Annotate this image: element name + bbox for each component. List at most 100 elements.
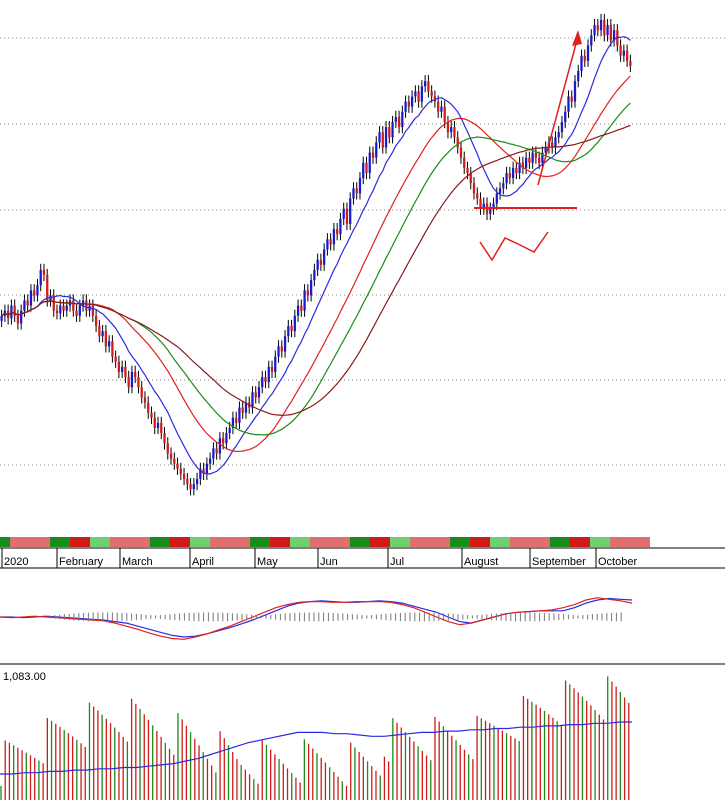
period-strip-segment <box>350 537 370 547</box>
candle <box>573 81 577 102</box>
candle <box>228 428 231 434</box>
candle <box>111 341 114 357</box>
candle <box>586 45 590 61</box>
candle <box>430 91 433 97</box>
candle <box>551 142 554 148</box>
candle <box>606 25 609 36</box>
candle <box>20 310 23 324</box>
volume-moving-average <box>0 721 632 775</box>
candle <box>423 81 427 87</box>
candle <box>596 25 599 31</box>
breakout-arrow <box>537 39 578 186</box>
candle <box>404 101 407 112</box>
candle <box>274 356 277 372</box>
candle <box>417 91 420 102</box>
candle <box>137 377 140 388</box>
candle <box>98 326 101 337</box>
candle <box>375 142 378 158</box>
candle <box>410 96 414 107</box>
candle <box>218 438 222 454</box>
volume-y-tick-label: 1,083.00 <box>3 671 46 683</box>
candle <box>202 468 205 474</box>
period-strip-segment <box>270 537 290 547</box>
candle <box>570 96 573 102</box>
period-strip-segment <box>150 537 170 547</box>
candle <box>332 229 336 245</box>
period-strip-segment <box>550 537 570 547</box>
candle <box>619 45 622 56</box>
candle <box>479 198 482 209</box>
pattern-zigzag <box>479 231 549 262</box>
candle <box>267 366 270 383</box>
candle <box>225 433 228 444</box>
candle <box>319 259 323 265</box>
candle <box>365 162 368 173</box>
candle <box>147 402 150 413</box>
candle <box>163 433 166 444</box>
candle <box>593 25 596 36</box>
candle <box>290 326 293 332</box>
period-strip-segment <box>590 537 610 547</box>
period-strip-segment <box>510 537 530 547</box>
period-strip-segment <box>290 537 310 547</box>
period-strip-segment <box>170 537 190 547</box>
candle <box>349 198 352 224</box>
candle <box>577 71 580 82</box>
candle <box>453 127 456 138</box>
volume-pane: 1,083.00 <box>0 671 632 800</box>
candle <box>215 448 218 454</box>
period-strip-segment <box>430 537 450 547</box>
candle <box>388 127 391 138</box>
candle <box>208 458 212 464</box>
candle <box>323 249 326 265</box>
candle <box>489 208 492 214</box>
candle <box>261 377 264 388</box>
candle <box>166 443 169 454</box>
candle <box>169 453 173 459</box>
candle <box>257 387 261 398</box>
candle <box>339 218 342 235</box>
candle <box>472 183 476 194</box>
candle <box>81 300 85 306</box>
candle <box>78 305 81 316</box>
period-strip-segment <box>370 537 390 547</box>
candle <box>29 290 33 306</box>
candle <box>39 269 42 286</box>
candle <box>420 86 424 102</box>
candle <box>65 305 68 311</box>
candle <box>590 35 593 46</box>
date-axis: 2020 February March April May Jun Jul August Sep… <box>0 537 725 569</box>
candle <box>42 269 46 275</box>
date-tick-label: March <box>122 556 153 568</box>
candle <box>466 167 469 173</box>
period-strip-segment <box>610 537 630 547</box>
period-strip-segment <box>10 537 30 547</box>
candle <box>567 96 570 112</box>
date-tick-label: February <box>59 556 104 568</box>
candle <box>160 422 163 434</box>
date-tick-label: May <box>257 556 278 568</box>
candle <box>336 229 339 235</box>
candle <box>560 122 564 133</box>
candle <box>326 239 329 250</box>
moving-average-fast <box>1 35 631 475</box>
period-strip-segment <box>210 537 230 547</box>
candle <box>231 417 235 428</box>
candle <box>277 346 280 357</box>
candle <box>397 116 401 128</box>
period-strip-segment <box>330 537 350 547</box>
macd-line <box>0 597 633 638</box>
candle <box>55 310 59 314</box>
candle <box>254 392 257 398</box>
candle <box>446 122 450 133</box>
candle <box>414 91 417 97</box>
candle <box>557 132 560 138</box>
candle <box>36 285 39 296</box>
candle <box>450 127 453 133</box>
candle <box>173 458 176 464</box>
candle <box>140 387 143 398</box>
candle <box>394 116 397 122</box>
period-strip-segment <box>110 537 130 547</box>
candle <box>437 101 440 112</box>
candle <box>384 127 388 148</box>
